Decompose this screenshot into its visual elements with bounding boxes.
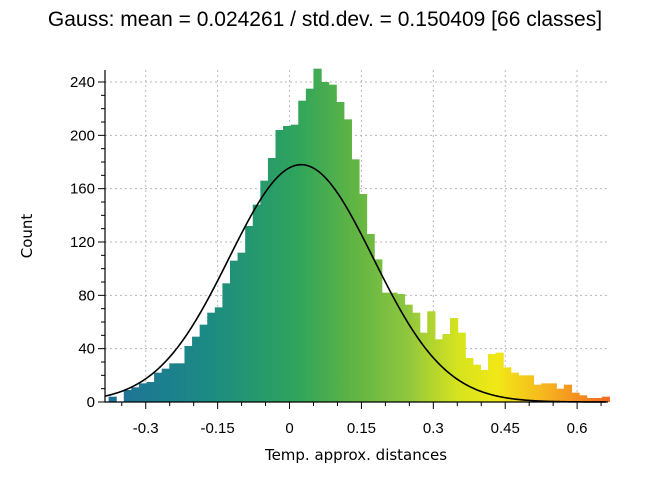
histogram-bar [457,332,466,402]
histogram-bar [450,318,459,402]
histogram-bar [260,180,269,402]
histogram-bar [495,352,504,402]
histogram-bar [548,383,557,402]
histogram-bar [503,367,512,402]
y-tick-label: 120 [70,234,95,251]
histogram-bar [305,88,315,402]
histogram-bar [381,292,390,402]
histogram-bar [480,370,489,402]
histogram-bar [510,372,519,402]
histogram-bar [328,84,337,403]
histogram-bar [351,159,360,402]
histogram-bar [563,384,573,402]
histogram-bar [214,307,224,402]
histogram-bar [343,119,352,403]
histogram-bar [245,226,254,402]
histogram-bar [541,383,550,402]
histogram-bar [358,194,368,402]
histogram-bar [571,392,580,402]
x-tick-label: 0.45 [491,420,520,437]
histogram-bar [374,259,383,402]
tick-labels: -0.3 -0.15 0 0.15 0.3 0.45 0.6 0 40 80 120 160 200 24… [70,74,588,437]
axes [98,70,608,409]
histogram-bar [131,387,140,402]
histogram-bar [579,395,588,402]
histogram-bar [321,82,330,403]
histogram-bar [472,364,481,402]
y-tick-label: 0 [87,394,95,411]
histogram-bar [389,292,398,402]
histogram-bar [161,368,170,402]
histogram-bar [313,68,322,403]
histogram-bar [396,294,406,402]
histogram-bar [556,388,565,402]
histogram-bar [487,354,497,402]
histogram-bar [192,336,201,402]
y-axis-label: Count [18,214,36,259]
histogram-bar [298,100,307,403]
y-tick-label: 80 [78,287,95,304]
histogram-bar [336,102,345,402]
histogram-bar [146,382,155,402]
histogram-bar [237,252,246,402]
histogram-bar [366,234,375,402]
x-tick-label: 0.3 [423,420,444,437]
histogram-bar [442,334,451,402]
histogram-bar [465,358,474,402]
histogram-bar [267,158,277,402]
x-axis-label: Temp. approx. distances [264,446,447,464]
y-tick-label: 40 [78,341,95,358]
chart-title: Gauss: mean = 0.024261 / std.dev. = 0.15… [47,8,603,31]
histogram-bar [518,375,527,402]
histogram-bar [290,124,299,403]
histogram-bar [123,390,132,402]
histogram-bars [108,68,610,403]
x-tick-label: 0 [285,420,293,437]
y-tick-label: 240 [70,74,95,91]
histogram-bar [586,398,595,402]
histogram-bar [199,324,208,402]
histogram-bar [525,375,535,402]
histogram-bar [252,204,261,402]
histogram-bar [108,396,117,402]
histogram-bar [229,260,239,402]
histogram-bar [169,363,178,402]
y-tick-label: 160 [70,181,95,198]
histogram-bar [419,332,428,402]
histogram-bar [184,346,193,402]
histogram-bar [434,339,444,402]
histogram-bar [412,312,421,402]
histogram-bar [176,363,186,402]
gauss-curve [104,163,606,403]
histogram-bar [533,384,542,402]
x-tick-label: -0.15 [201,420,235,437]
x-tick-label: 0.15 [347,420,376,437]
histogram-bar [275,130,284,402]
histogram-bar [601,396,610,402]
histogram-bar [222,283,231,402]
x-tick-label: 0.6 [567,420,588,437]
histogram-bar [154,372,163,402]
histogram-bar [594,398,603,402]
histogram-bar [404,304,413,402]
histogram-bar [283,126,292,402]
x-tick-label: -0.3 [133,420,159,437]
histogram-bar [138,383,148,402]
y-tick-label: 200 [70,127,95,144]
histogram-bar [207,312,216,402]
